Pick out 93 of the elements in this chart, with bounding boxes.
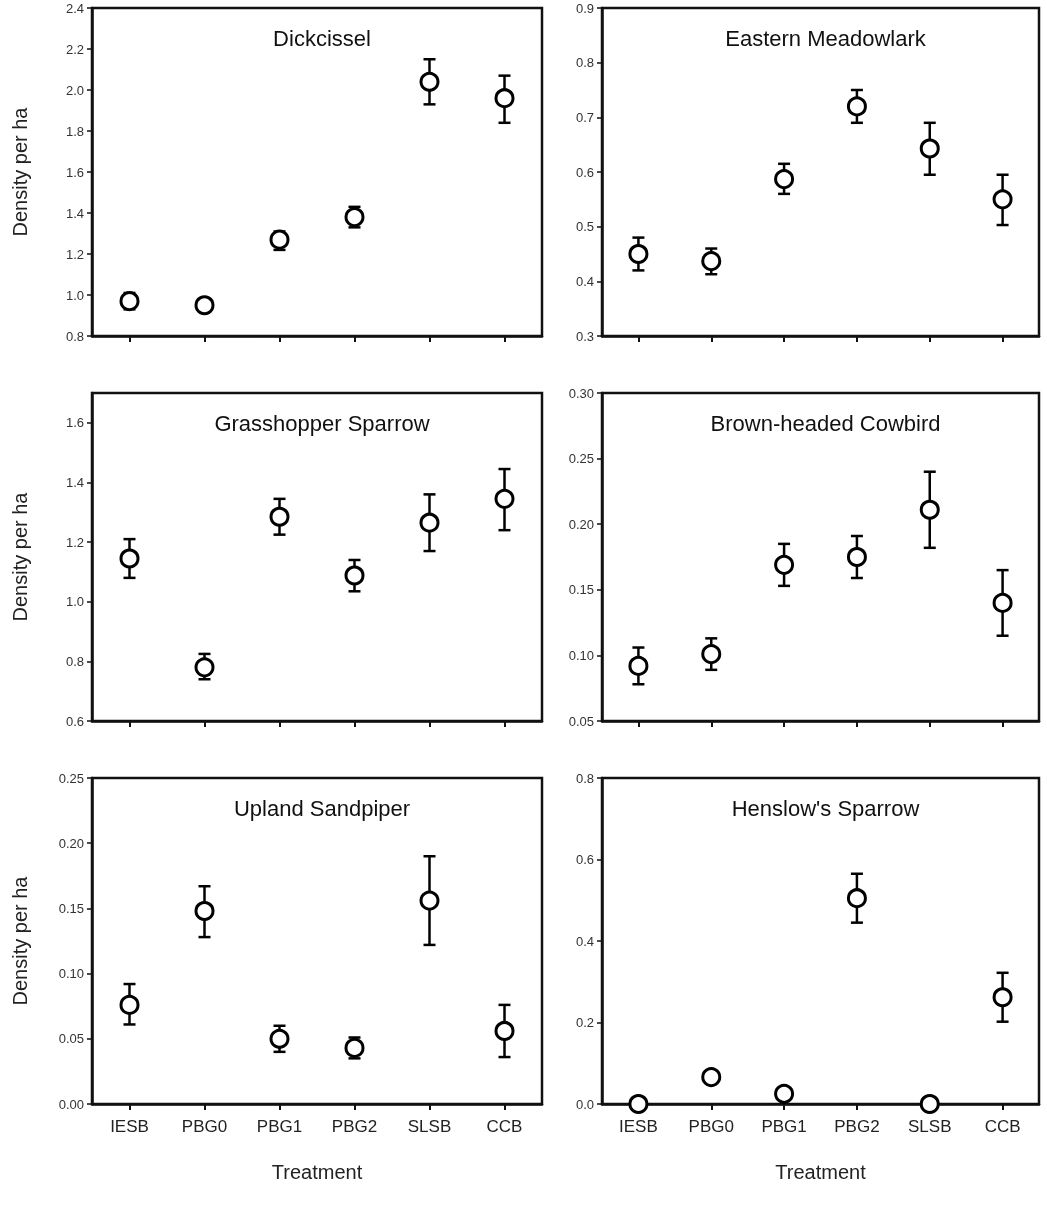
text: Henslow's Sparrow xyxy=(731,795,920,821)
text: Grasshopper Sparrow xyxy=(214,410,430,436)
y-tick-label: 0.05 xyxy=(58,1031,84,1047)
x-tick-label: PBG0 xyxy=(181,1117,228,1136)
y-tick-label: 0.6 xyxy=(575,852,594,867)
y-tick-label: 0.3 xyxy=(575,328,594,344)
y-tick-label: 0.25 xyxy=(568,451,594,467)
point xyxy=(494,1020,515,1041)
y-tick-label: 2.4 xyxy=(65,0,84,16)
point xyxy=(194,295,215,316)
point xyxy=(774,1083,795,1104)
y-tick-label: 0.05 xyxy=(568,713,594,729)
x-axis-title: Treatment xyxy=(775,1161,867,1183)
y-tick-label: 0.6 xyxy=(65,713,84,729)
y-tick-label: 2.2 xyxy=(65,41,84,57)
point xyxy=(269,506,290,527)
x-tick-label: CCB xyxy=(984,1117,1021,1136)
point xyxy=(992,189,1013,210)
text: Upland Sandpiper xyxy=(233,795,411,821)
point xyxy=(194,657,215,678)
point xyxy=(194,901,215,921)
y-tick-label: 1.6 xyxy=(65,164,84,180)
y-tick-label: 0.00 xyxy=(58,1096,84,1112)
point xyxy=(119,994,140,1015)
y-tick-label: 0.20 xyxy=(58,835,84,851)
y-tick-label: 0.8 xyxy=(575,770,594,786)
x-tick-label: PBG2 xyxy=(331,1117,378,1136)
y-tick-label: 1.2 xyxy=(65,534,84,550)
y-tick-label: 0.9 xyxy=(575,0,594,16)
x-tick-label: SLSB xyxy=(908,1117,952,1136)
point xyxy=(419,890,440,911)
point xyxy=(992,592,1013,613)
point xyxy=(919,499,940,520)
y-tick-label: 0.25 xyxy=(58,770,84,786)
x-axis-title: Treatment xyxy=(271,1161,363,1183)
y-tick-label: 0.6 xyxy=(575,164,594,180)
y-tick-label: 0.30 xyxy=(568,385,594,401)
x-tick-label: IESB xyxy=(110,1117,149,1136)
point xyxy=(119,548,140,569)
x-tick-label: PBG2 xyxy=(834,1117,880,1136)
point xyxy=(494,488,515,509)
x-tick-label: PBG1 xyxy=(256,1117,303,1136)
y-tick-label: 0.4 xyxy=(575,933,594,949)
y-tick-label: 1.0 xyxy=(65,594,84,610)
y-tick-label: 0.2 xyxy=(575,1015,594,1030)
x-tick-label: SLSB xyxy=(407,1117,452,1136)
y-tick-label: 0.0 xyxy=(575,1096,594,1112)
point xyxy=(846,547,867,567)
y-tick-label: 1.0 xyxy=(65,287,84,303)
text: Brown-headed Cowbird xyxy=(710,410,941,436)
point xyxy=(419,512,440,533)
y-tick-label: 0.5 xyxy=(575,219,594,235)
y-tick-label: 2.0 xyxy=(65,82,84,98)
y-tick-label: 0.8 xyxy=(65,328,84,344)
y-tick-label: 0.8 xyxy=(575,55,594,71)
point xyxy=(992,987,1013,1008)
point xyxy=(419,71,440,92)
y-tick-label: 1.6 xyxy=(65,415,84,431)
y-tick-label: 0.4 xyxy=(575,273,594,289)
y-tick-label: 1.2 xyxy=(65,246,84,262)
y-tick-label: 0.15 xyxy=(568,582,594,598)
y-tick-label: 0.10 xyxy=(58,966,84,982)
point xyxy=(344,565,365,586)
point xyxy=(919,1094,940,1114)
y-tick-label: 1.4 xyxy=(65,205,84,221)
y-tick-label: 0.10 xyxy=(568,647,594,663)
text: Dickcissel xyxy=(273,25,371,51)
y-tick-label: 0.7 xyxy=(575,109,594,125)
y-tick-label: 1.4 xyxy=(65,474,84,490)
x-tick-label: PBG1 xyxy=(761,1117,807,1136)
point xyxy=(269,1028,290,1049)
x-tick-label: IESB xyxy=(619,1117,658,1136)
point xyxy=(494,88,515,109)
point xyxy=(774,169,795,190)
y-axis-title: Density per ha xyxy=(9,491,31,622)
x-tick-label: PBG0 xyxy=(688,1117,734,1136)
point xyxy=(628,1094,649,1114)
point xyxy=(701,1067,722,1088)
y-tick-label: 1.8 xyxy=(65,123,84,139)
y-tick-label: 0.8 xyxy=(65,653,84,669)
y-tick-label: 0.20 xyxy=(568,516,594,532)
y-axis-title: Density per ha xyxy=(9,875,31,1006)
point xyxy=(846,96,867,117)
point xyxy=(701,644,722,665)
x-tick-label: CCB xyxy=(486,1117,523,1136)
point xyxy=(846,888,867,909)
y-axis-title: Density per ha xyxy=(9,106,31,237)
point xyxy=(774,554,795,575)
point xyxy=(628,244,649,264)
text: Eastern Meadowlark xyxy=(725,25,927,51)
point xyxy=(919,138,940,159)
y-tick-label: 0.15 xyxy=(58,900,84,916)
point xyxy=(628,655,649,676)
